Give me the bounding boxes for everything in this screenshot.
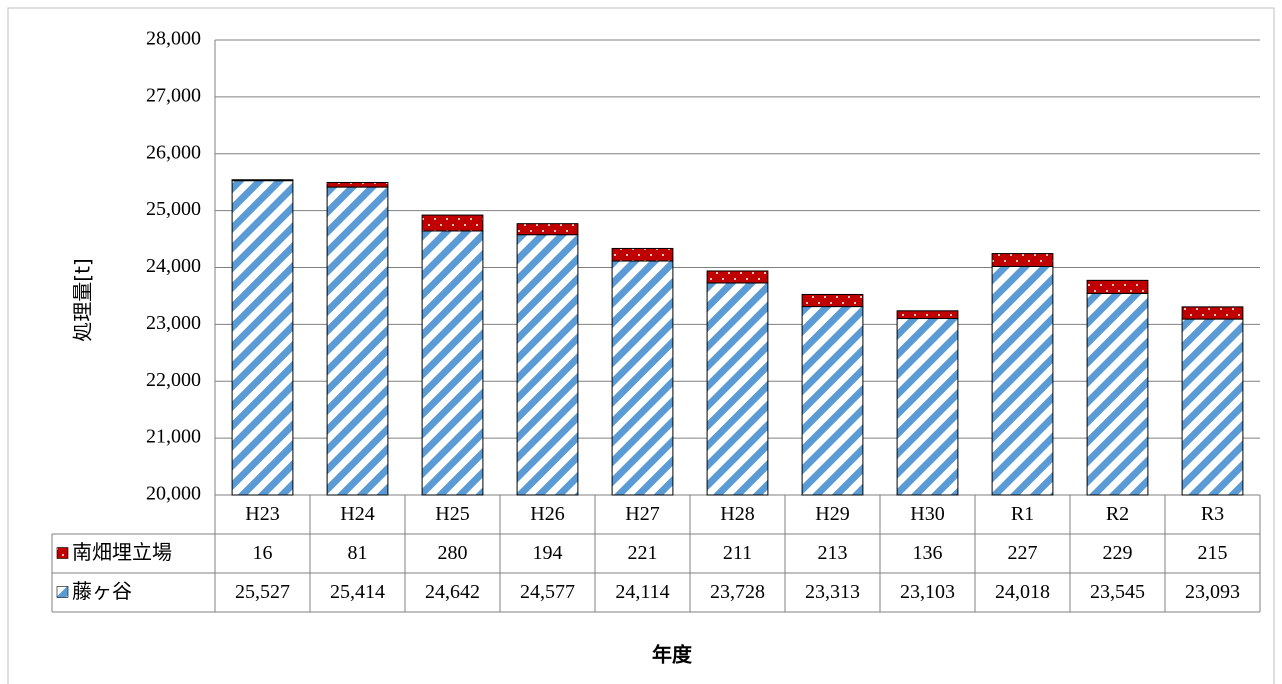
table-value: 221 — [628, 542, 658, 564]
x-tick-label: R1 — [1011, 503, 1034, 525]
y-tick-label: 28,000 — [146, 28, 201, 50]
x-tick-label: H25 — [435, 503, 469, 525]
bar-segment — [991, 253, 1054, 267]
table-value: 280 — [438, 542, 468, 564]
table-value: 81 — [348, 542, 368, 564]
legend-label: 南畑埋立場 — [72, 540, 172, 564]
table-value: 23,103 — [900, 581, 955, 603]
bar-segment — [231, 179, 294, 182]
y-tick-label: 20,000 — [146, 483, 201, 505]
bar-segment — [326, 186, 389, 496]
table-value: 25,527 — [235, 581, 290, 603]
x-tick-label: R3 — [1201, 503, 1224, 525]
y-tick-label: 22,000 — [146, 369, 201, 391]
y-tick-label: 23,000 — [146, 312, 201, 334]
y-tick-label: 26,000 — [146, 141, 201, 163]
bar-segment — [991, 265, 1054, 496]
table-value: 24,577 — [520, 581, 575, 603]
table-value: 229 — [1103, 542, 1133, 564]
y-tick-label: 21,000 — [146, 426, 201, 448]
bar-segment — [801, 293, 864, 308]
table-value: 213 — [818, 542, 848, 564]
y-axis-label: 処理量[t] — [71, 258, 95, 341]
bar-segment — [516, 234, 579, 496]
bar-segment — [231, 180, 294, 496]
bar-segment — [1086, 292, 1149, 496]
bar-segment — [421, 214, 484, 232]
table-value: 24,114 — [615, 581, 669, 603]
x-tick-label: H24 — [340, 503, 374, 525]
x-tick-label: H28 — [720, 503, 754, 525]
x-tick-label: H29 — [815, 503, 849, 525]
table-value: 16 — [253, 542, 273, 564]
bar-segment — [1086, 279, 1149, 294]
bar-segment — [896, 310, 959, 320]
legend-key — [56, 586, 69, 598]
table-value: 215 — [1198, 542, 1228, 564]
x-tick-label: R2 — [1106, 503, 1129, 525]
x-tick-label: H23 — [245, 503, 279, 525]
table-value: 23,545 — [1090, 581, 1145, 603]
bar-segment — [611, 247, 674, 262]
table-value: 136 — [913, 542, 943, 564]
bar-segment — [706, 270, 769, 284]
table-value: 227 — [1008, 542, 1038, 564]
bar-segment — [1181, 318, 1244, 496]
table-value: 24,642 — [425, 581, 480, 603]
bar-segment — [611, 260, 674, 496]
y-tick-label: 25,000 — [146, 198, 201, 220]
table-value: 23,313 — [805, 581, 860, 603]
x-tick-label: H30 — [910, 503, 944, 525]
table-value: 194 — [533, 542, 563, 564]
table-value: 23,728 — [710, 581, 765, 603]
bar-segment — [1181, 306, 1244, 320]
x-tick-label: H27 — [625, 503, 659, 525]
chart-border — [7, 7, 1275, 684]
y-tick-label: 27,000 — [146, 84, 201, 106]
bar-segment — [421, 230, 484, 496]
y-tick-label: 24,000 — [146, 255, 201, 277]
x-tick-label: H26 — [530, 503, 564, 525]
bar-segment — [896, 318, 959, 496]
table-value: 23,093 — [1185, 581, 1240, 603]
bar-segment — [516, 223, 579, 236]
table-value: 211 — [723, 542, 752, 564]
bar-segment — [706, 282, 769, 496]
table-value: 25,414 — [330, 581, 385, 603]
bar-segment — [801, 306, 864, 496]
bar-segment — [326, 181, 389, 188]
legend-label: 藤ヶ谷 — [72, 579, 132, 603]
legend-key — [56, 547, 69, 559]
table-value: 24,018 — [995, 581, 1050, 603]
x-axis-label: 年度 — [652, 643, 693, 667]
